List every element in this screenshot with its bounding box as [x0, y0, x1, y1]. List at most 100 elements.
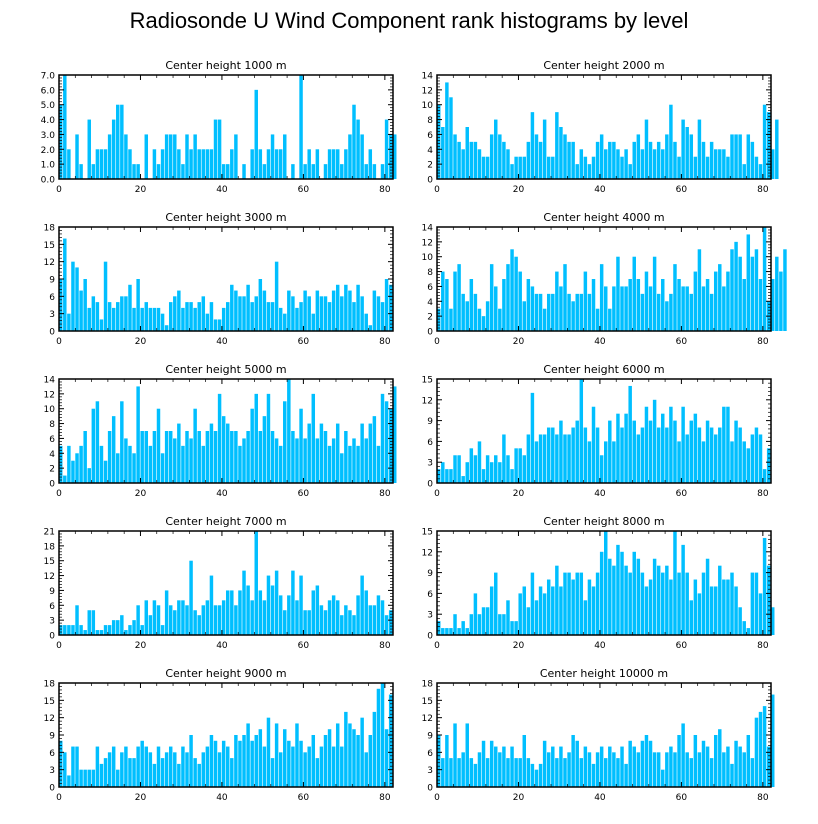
histogram-bar — [295, 307, 299, 331]
histogram-bar — [449, 308, 453, 331]
histogram-bar — [489, 264, 494, 331]
histogram-bar — [177, 290, 181, 331]
histogram-bar — [132, 620, 136, 635]
histogram-bar — [311, 590, 316, 635]
histogram-bar — [697, 593, 702, 635]
histogram-bar — [534, 293, 539, 331]
histogram-bar — [734, 740, 738, 787]
histogram-bar — [742, 752, 746, 787]
histogram-bar — [669, 406, 673, 483]
panel-title: Center height 7000 m — [165, 515, 286, 528]
histogram-bar — [502, 746, 506, 787]
histogram-bar — [352, 729, 356, 787]
histogram-bar — [193, 134, 197, 179]
y-tick-label: 3 — [49, 617, 55, 627]
histogram-bar — [181, 445, 185, 483]
histogram-bar — [250, 149, 254, 179]
histogram-bar — [530, 392, 535, 483]
histogram-bar — [718, 264, 722, 331]
histogram-bar — [713, 586, 718, 635]
histogram-bar — [563, 434, 567, 483]
histogram-panel: Center height 8000 m 0 3 6 9 12 15 0 20 40 60 80 — [422, 515, 775, 651]
histogram-bar — [230, 590, 234, 635]
histogram-bar — [291, 746, 295, 787]
plot-frame — [436, 226, 772, 332]
histogram-bar — [636, 752, 641, 787]
histogram-bar — [677, 279, 681, 331]
x-tick-label: 60 — [298, 337, 310, 347]
y-tick-label: 12 — [422, 548, 433, 558]
histogram-bar — [542, 119, 547, 179]
histogram-bar — [116, 769, 120, 787]
histogram-bar — [331, 438, 336, 483]
histogram-bar — [514, 256, 518, 331]
histogram-bar — [221, 416, 226, 483]
histogram-bar — [148, 307, 153, 331]
histogram-bar — [616, 758, 620, 787]
histogram-bar — [107, 625, 112, 635]
y-tick-label: 8 — [49, 420, 55, 430]
histogram-bar — [551, 746, 555, 787]
histogram-bar — [506, 455, 510, 483]
histogram-bar — [323, 735, 328, 787]
histogram-bar — [87, 769, 91, 787]
histogram-bar — [193, 758, 197, 787]
histogram-bar — [604, 441, 608, 483]
histogram-bar — [278, 595, 283, 635]
histogram-bar — [205, 746, 210, 787]
histogram-bar — [254, 89, 258, 179]
histogram-bar — [705, 279, 710, 331]
histogram-bar — [327, 600, 332, 635]
histogram-bar — [278, 307, 283, 331]
histogram-bar — [348, 290, 352, 331]
histogram-bar — [461, 293, 465, 331]
histogram-bar — [608, 558, 612, 635]
y-tick-label: 6 — [49, 749, 55, 759]
histogram-bar — [766, 448, 771, 483]
histogram-bar — [656, 141, 661, 179]
histogram-bar — [754, 249, 759, 331]
histogram-bar — [661, 572, 665, 635]
histogram-bar — [498, 614, 502, 635]
histogram-bar — [689, 134, 694, 179]
histogram-bar — [591, 279, 596, 331]
histogram-bar — [274, 723, 279, 787]
histogram-bar — [656, 752, 661, 787]
histogram-bar — [526, 434, 531, 483]
histogram-bar — [388, 408, 393, 483]
histogram-bar — [209, 575, 214, 635]
histogram-bar — [262, 416, 267, 483]
histogram-bar — [388, 694, 393, 787]
histogram-bar — [315, 438, 320, 483]
histogram-bar — [644, 406, 649, 483]
histogram-bar — [612, 441, 616, 483]
y-tick-label: 9 — [49, 732, 55, 742]
histogram-bar — [287, 290, 291, 331]
y-tick-label: 15 — [44, 557, 55, 567]
histogram-bar — [185, 605, 189, 635]
histogram-bar — [168, 605, 173, 635]
histogram-bar — [612, 752, 616, 787]
y-tick-label: 5.0 — [41, 101, 56, 111]
histogram-bar — [368, 325, 373, 331]
histogram-bar — [270, 302, 275, 331]
histogram-bar — [344, 284, 348, 331]
histogram-bar — [534, 441, 539, 483]
y-tick-label: 18 — [44, 224, 56, 234]
histogram-bar — [677, 572, 681, 635]
histogram-bar — [449, 628, 453, 635]
histogram-bar — [579, 379, 584, 483]
histogram-bar — [604, 149, 608, 179]
histogram-bar — [132, 307, 136, 331]
histogram-bar — [258, 729, 263, 787]
y-tick-label: 15 — [44, 241, 55, 251]
histogram-bar — [128, 284, 132, 331]
histogram-bar — [283, 313, 287, 331]
histogram-bar — [730, 763, 734, 787]
histogram-bar — [181, 164, 185, 179]
histogram-bar — [445, 735, 449, 787]
panel-title: Center height 5000 m — [165, 363, 286, 376]
histogram-bar — [111, 620, 116, 635]
histogram-bar — [685, 434, 689, 483]
histogram-bar — [709, 586, 714, 635]
